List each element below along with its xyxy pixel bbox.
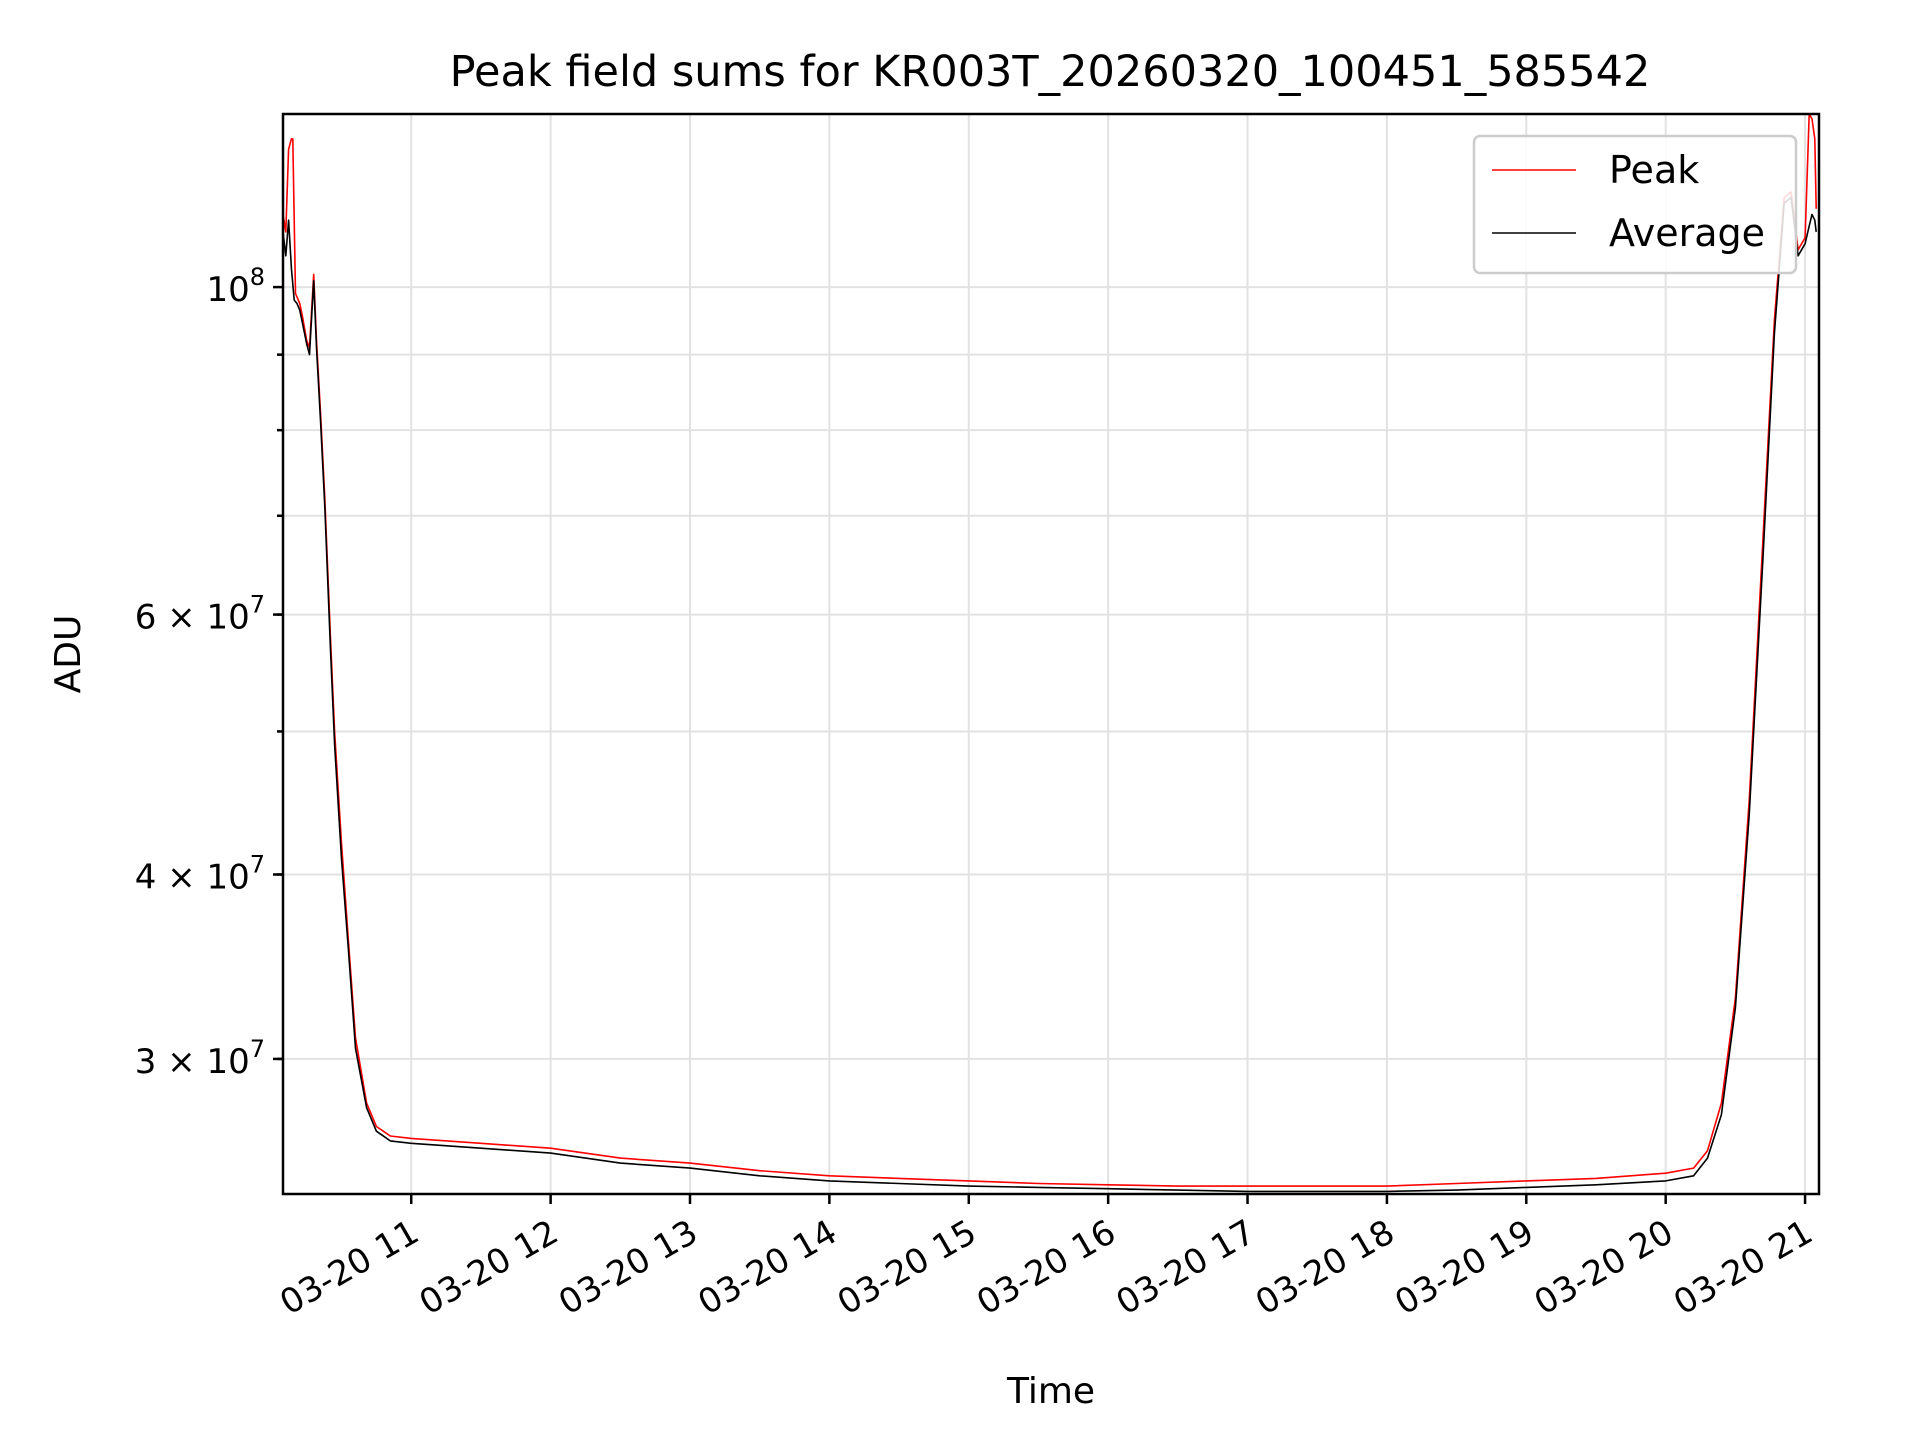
x-axis-label: Time (1006, 1371, 1095, 1412)
y-axis: 108 6 × 107 4 × 107 3 × 107 (135, 263, 283, 1082)
series-layer (282, 113, 1817, 1193)
y-tick-label: 4 × 107 (135, 850, 265, 897)
series-line-peak (282, 113, 1817, 1187)
chart-title: Peak field sums for KR003T_20260320_1004… (450, 47, 1651, 97)
y-tick-label: 3 × 107 (135, 1035, 265, 1082)
legend-average-label: Average (1609, 211, 1765, 255)
y-tick-label: 108 (206, 263, 265, 310)
y-tick-label: 6 × 107 (135, 591, 265, 638)
grid-layer (283, 114, 1819, 1194)
y-axis-label: ADU (48, 615, 89, 694)
plot-frame (281, 112, 1821, 1196)
legend: Peak Average (1472, 134, 1798, 275)
series-line-average (282, 196, 1817, 1193)
legend-peak-label: Peak (1609, 148, 1699, 192)
